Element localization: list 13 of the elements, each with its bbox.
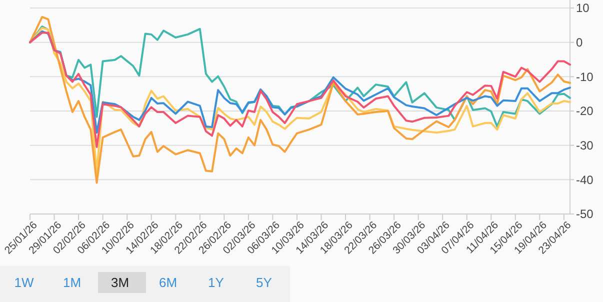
text: 1M <box>62 275 82 290</box>
text: 1W <box>14 275 34 290</box>
text: 1Y <box>208 275 224 290</box>
text: 3M <box>110 275 130 290</box>
text: 6M <box>158 275 178 290</box>
y-tick-label: -10 <box>576 70 594 84</box>
text: 5Y <box>256 275 272 290</box>
y-tick-label: -30 <box>576 138 594 153</box>
y-tick-label: -20 <box>576 104 594 118</box>
y-tick-label: 0 <box>576 36 583 50</box>
y-tick-label: 10 <box>576 1 590 16</box>
y-tick-label: -40 <box>576 172 594 187</box>
y-tick-label: -50 <box>576 207 594 222</box>
